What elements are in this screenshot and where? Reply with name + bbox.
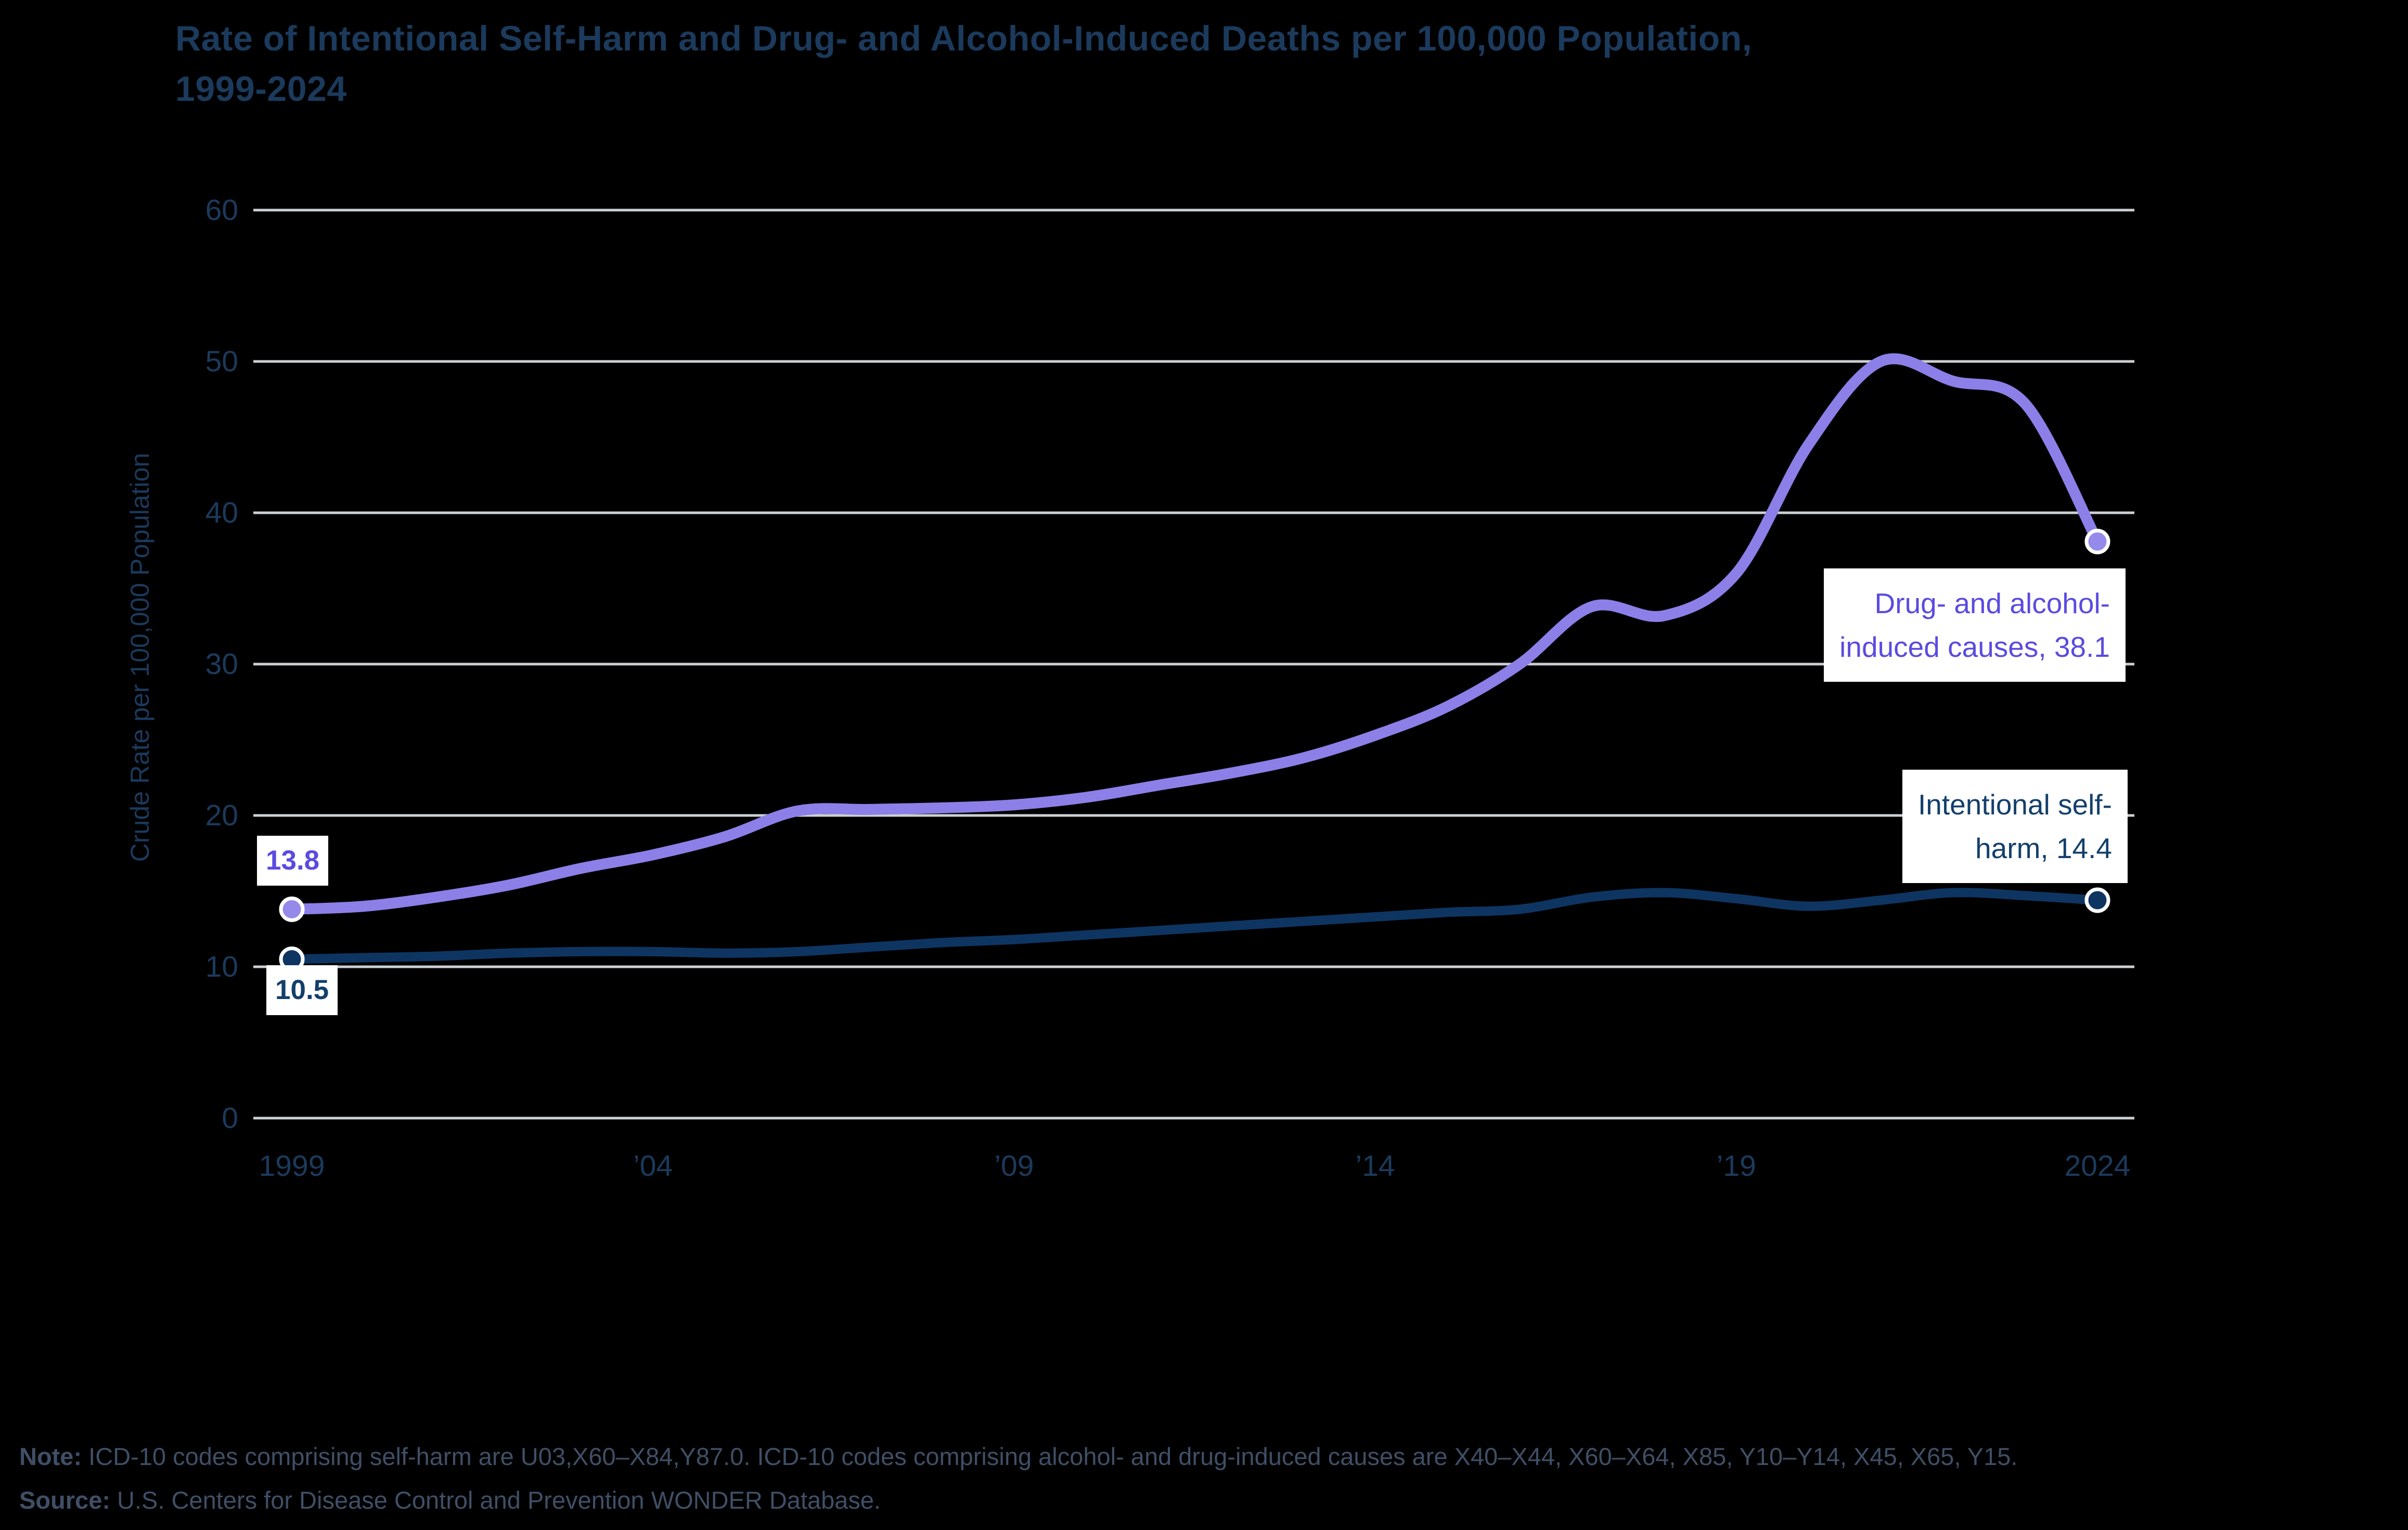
source-label: Source: [19,1486,110,1514]
y-tick-label: 60 [205,193,238,227]
x-tick-label: 1999 [259,1149,325,1183]
footnote: Note: ICD-10 codes comprising self-harm … [19,1441,2391,1528]
drug-alcohol-end-label: Drug- and alcohol- induced causes, 38.1 [1824,568,2126,682]
chart-title: Rate of Intentional Self-Harm and Drug- … [175,14,2308,114]
drug-alcohol-line [286,353,2103,915]
drug-alcohol-end-label-line2: induced causes, 38.1 [1839,631,2110,663]
y-tick-label: 30 [205,647,238,681]
drug-alcohol-start-dot [279,896,305,922]
selfharm-end-label: Intentional self- harm, 14.4 [1902,770,2128,883]
x-tick-label: ’19 [1716,1149,1756,1183]
y-tick-label: 0 [222,1101,238,1135]
chart-title-line2: 1999-2024 [175,69,347,109]
drug-alcohol-end-dot [2084,528,2110,554]
x-tick-label: 2024 [2064,1149,2131,1183]
y-tick-label: 10 [205,950,238,983]
source-line: Source: U.S. Centers for Disease Control… [19,1484,2391,1516]
source-text: U.S. Centers for Disease Control and Pre… [110,1486,881,1514]
selfharm-start-value-label: 10.5 [266,965,338,1015]
x-tick-label: ’09 [994,1149,1034,1183]
y-tick-label: 50 [205,345,238,378]
selfharm-end-label-line2: harm, 14.4 [1975,832,2112,864]
y-tick-label: 40 [205,496,238,529]
chart-title-line1: Rate of Intentional Self-Harm and Drug- … [175,19,1753,58]
x-tick-label: ’04 [633,1149,673,1183]
note-label: Note: [19,1443,82,1470]
self-harm-end-dot [2084,887,2110,913]
selfharm-end-label-line1: Intentional self- [1918,788,2112,821]
note-text: ICD-10 codes comprising self-harm are U0… [82,1443,2018,1470]
drug-alcohol-start-value-label: 13.8 [257,836,329,886]
note-line: Note: ICD-10 codes comprising self-harm … [19,1441,2391,1473]
self-harm-line [287,888,2102,964]
y-tick-label: 20 [205,799,238,832]
drug-alcohol-end-label-line1: Drug- and alcohol- [1874,587,2110,619]
x-tick-label: ’14 [1355,1149,1395,1183]
